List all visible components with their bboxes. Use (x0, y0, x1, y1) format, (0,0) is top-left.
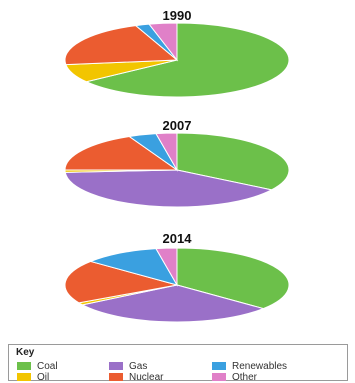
legend: Key Coal Gas Renewables Oil Nuclear Othe… (8, 344, 348, 383)
pie-slice-1990-coal (84, 22, 290, 98)
pie-2007 (64, 132, 290, 208)
pie-slice-2014-other (155, 247, 178, 287)
legend-title: Key (16, 347, 35, 358)
legend-swatch-nuclear (109, 373, 123, 381)
pie-title-2007: 2007 (163, 118, 192, 133)
legend-swatch-other (212, 373, 226, 381)
legend-label-nuclear: Nuclear (129, 371, 164, 383)
pie-charts: 1990 2007 2014 (64, 8, 290, 323)
legend-item-oil: Oil (17, 371, 49, 383)
pie-title-2014: 2014 (163, 231, 193, 246)
legend-label-oil: Oil (37, 371, 50, 383)
pie-1990 (64, 22, 290, 98)
pie-slice-2007-nuclear (64, 135, 179, 171)
pie-title-1990: 1990 (163, 8, 192, 23)
legend-swatch-coal (17, 362, 31, 370)
pie-slice-2014-gas (80, 284, 265, 323)
pie-slice-2014-nuclear (64, 260, 178, 304)
pie-2014 (64, 247, 290, 323)
pie-slice-1990-other (148, 22, 178, 62)
legend-label-other: Other (232, 371, 258, 383)
pie-slice-2007-other (155, 132, 178, 172)
legend-item-other: Other (212, 371, 257, 383)
legend-item-gas: Gas (109, 360, 147, 372)
legend-item-nuclear: Nuclear (109, 371, 163, 383)
legend-label-gas: Gas (129, 360, 148, 372)
legend-label-coal: Coal (37, 360, 58, 372)
legend-item-renewables: Renewables (212, 360, 287, 372)
pie-slice-1990-nuclear (64, 25, 179, 66)
legend-swatch-gas (109, 362, 123, 370)
legend-item-coal: Coal (17, 360, 58, 372)
legend-swatch-oil (17, 373, 31, 381)
pie-slice-2014-coal (176, 247, 290, 310)
legend-label-renewables: Renewables (232, 360, 288, 372)
pie-slice-2007-gas (64, 169, 274, 208)
legend-swatch-renewables (212, 362, 226, 370)
pie-slice-2014-renewables (89, 248, 179, 286)
